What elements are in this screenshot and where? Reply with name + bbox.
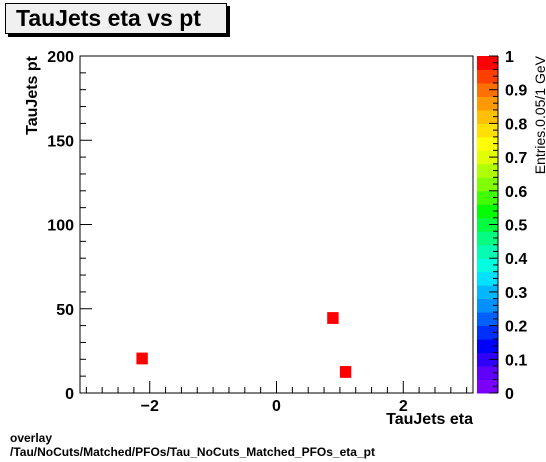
z-tick-label: 0 bbox=[505, 386, 514, 403]
x-tick-label: 0 bbox=[272, 398, 281, 415]
y-tick-label: 0 bbox=[65, 386, 74, 403]
chart-title: TauJets eta vs pt bbox=[5, 3, 227, 34]
data-points bbox=[136, 312, 352, 378]
color-scale-band bbox=[477, 339, 498, 354]
z-tick-label: 1 bbox=[505, 49, 514, 66]
z-tick-label: 0.2 bbox=[505, 319, 527, 336]
plot-border bbox=[79, 55, 474, 394]
data-bin bbox=[327, 312, 339, 324]
z-tick-label: 0.8 bbox=[505, 116, 527, 133]
color-scale-band bbox=[477, 109, 498, 124]
color-scale-band bbox=[477, 136, 498, 151]
z-tick-label: 0.9 bbox=[505, 83, 527, 100]
color-scale-band bbox=[477, 150, 498, 165]
y-tick-label: 150 bbox=[47, 133, 74, 150]
color-scale-band bbox=[477, 285, 498, 300]
color-scale-band bbox=[477, 217, 498, 232]
color-scale-band bbox=[477, 258, 498, 273]
y-tick-label: 100 bbox=[47, 218, 74, 235]
y-axis-label: TauJets pt bbox=[24, 55, 41, 135]
color-scale-band bbox=[477, 82, 498, 97]
color-scale-band bbox=[477, 352, 498, 367]
z-tick-label: 0.5 bbox=[505, 218, 527, 235]
color-scale-band bbox=[477, 366, 498, 381]
footer-path: /Tau/NoCuts/Matched/PFOs/Tau_NoCuts_Matc… bbox=[10, 445, 375, 459]
color-scale-band bbox=[477, 123, 498, 138]
color-scale-band bbox=[477, 190, 498, 205]
z-tick-label: 0.1 bbox=[505, 352, 527, 369]
x-axis: −2 0 2 bbox=[85, 381, 468, 415]
data-bin bbox=[136, 352, 148, 365]
y-tick-label: 200 bbox=[47, 49, 74, 66]
color-scale-band bbox=[477, 298, 498, 313]
z-tick-label: 0.4 bbox=[505, 251, 527, 268]
z-tick-label: 0.6 bbox=[505, 184, 527, 201]
color-scale-band bbox=[477, 96, 498, 111]
color-scale-label: Entries.0.05/1 GeV bbox=[532, 55, 546, 174]
color-scale-band bbox=[477, 69, 498, 84]
y-axis: 0 50 100 150 200 bbox=[47, 49, 92, 403]
data-bin bbox=[339, 366, 352, 378]
color-scale-band bbox=[477, 56, 498, 70]
color-scale-band bbox=[477, 271, 498, 286]
plot-frame bbox=[79, 55, 474, 394]
color-scale-band bbox=[477, 312, 498, 327]
color-scale-band bbox=[477, 163, 498, 178]
z-tick-label: 0.3 bbox=[505, 285, 527, 302]
color-scale-band bbox=[477, 244, 498, 259]
color-scale-band bbox=[477, 231, 498, 246]
x-tick-label: 2 bbox=[399, 398, 408, 415]
z-tick-label: 0.7 bbox=[505, 150, 527, 167]
x-tick-label: −2 bbox=[141, 398, 159, 415]
color-scale-band bbox=[477, 379, 498, 394]
x-axis-label: TauJets eta bbox=[386, 411, 473, 428]
color-scale-band bbox=[477, 177, 498, 192]
color-scale-band bbox=[477, 325, 498, 340]
y-tick-label: 50 bbox=[56, 302, 74, 319]
color-scale-band bbox=[477, 204, 498, 219]
footer-overlay: overlay bbox=[10, 431, 53, 445]
color-scale: 0 0.1 0.2 0.3 0.4 0.5 0.6 0.7 0.8 0.9 1 bbox=[477, 49, 527, 403]
